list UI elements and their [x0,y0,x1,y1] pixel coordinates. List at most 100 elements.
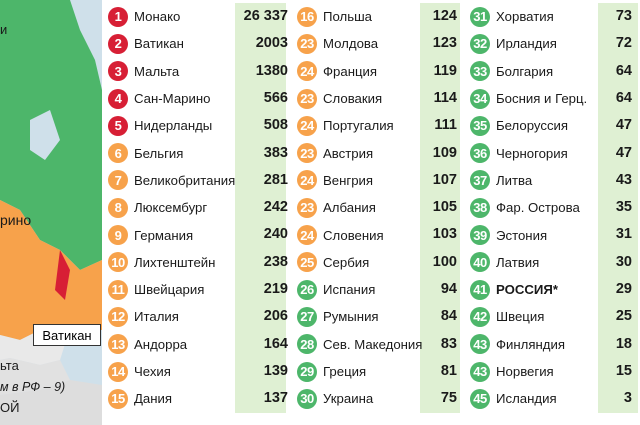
rank-badge: 12 [108,306,128,327]
country-name: Хорватия [496,9,554,25]
table-row: 40 Латвия [470,249,539,276]
rank-badge: 24 [297,115,317,136]
rank-badge: 6 [108,143,128,164]
map-label-vatican: Ватикан [33,324,101,346]
value-cell: 94 [440,281,457,297]
country-name: Мальта [134,63,180,79]
country-name: Великобритания [134,172,236,188]
rank-badge: 39 [470,225,490,246]
country-name: Украина [323,391,374,407]
country-name: Сербия [323,254,370,270]
country-name: Латвия [496,254,540,270]
table-row: 5 Нидерланды [108,112,212,139]
value-cell: 43 [615,171,632,188]
value-cell: 75 [440,390,457,407]
value-cell: 219 [263,281,288,297]
rank-badge: 7 [108,170,128,191]
value-cell: 29 [615,281,632,297]
table-row: 26 Испания [297,276,375,303]
value-cell: 109 [432,144,457,161]
rank-badge: 16 [297,6,317,27]
table-row: 24 Португалия [297,112,394,139]
country-name: Эстония [496,227,548,243]
country-name: РОССИЯ* [496,282,559,298]
value-cell: 81 [440,362,457,379]
rank-badge: 26 [297,279,317,300]
value-cell: 47 [615,144,632,161]
table-row: 4 Сан-Марино [108,85,210,112]
rank-badge: 5 [108,115,128,136]
value-cell: 124 [432,8,457,24]
value-cell: 105 [432,199,457,216]
value-cell: 566 [263,89,288,106]
country-name: Литва [496,172,533,188]
value-cell: 111 [434,117,457,134]
europe-map: и рино Ватикан ьта м в РФ – 9) ОЙ [0,0,102,425]
country-name: Норвегия [496,364,554,380]
table-row: 23 Австрия [297,140,373,167]
table-row: 24 Словения [297,221,384,248]
value-cell: 64 [615,89,632,106]
table-row: 10 Лихтенштейн [108,249,215,276]
country-name: Фар. Острова [496,200,580,216]
rank-badge: 38 [470,197,490,218]
rank-badge: 30 [297,388,317,409]
value-cell: 103 [432,226,457,243]
value-background [598,3,638,413]
rank-badge: 37 [470,170,490,191]
value-cell: 206 [263,308,288,325]
rank-badge: 14 [108,361,128,382]
rank-badge: 24 [297,225,317,246]
table-row: 8 Люксембург [108,194,207,221]
map-label-malta-partial: ьта [0,358,19,373]
table-row: 42 Швеция [470,303,544,330]
country-name: Сев. Македония [323,336,423,352]
table-row: 25 Сербия [297,249,369,276]
rank-badge: 42 [470,306,490,327]
country-name: Дания [134,391,173,407]
table-row: 23 Молдова [297,30,378,57]
country-name: Нидерланды [134,118,213,134]
map-label-partial-top: и [0,22,8,37]
rank-badge: 2 [108,33,128,54]
table-row: 9 Германия [108,221,193,248]
table-row: 36 Черногория [470,140,568,167]
country-name: Белоруссия [496,118,569,134]
value-cell: 383 [263,144,288,161]
rank-badge: 35 [470,115,490,136]
value-cell: 281 [263,171,288,188]
map-note-russia: м в РФ – 9) [0,380,66,394]
rank-badge: 13 [108,334,128,355]
country-name: Франция [323,63,378,79]
country-name: Андорра [134,336,188,352]
table-row: 35 Белоруссия [470,112,568,139]
value-cell: 30 [615,253,632,270]
country-name: Албания [323,200,376,216]
country-name: Черногория [496,145,568,161]
rank-badge: 43 [470,334,490,355]
value-cell: 83 [440,335,457,352]
table-row: 6 Бельгия [108,140,183,167]
table-row: 30 Украина [297,385,373,412]
table-row: 1 Монако [108,3,180,30]
table-row: 34 Босния и Герц. [470,85,587,112]
value-cell: 31 [615,226,632,243]
value-cell: 164 [263,335,288,352]
value-cell: 15 [615,362,632,379]
table-row: 41 РОССИЯ* [470,276,558,303]
country-name: Венгрия [323,172,374,188]
value-cell: 123 [432,35,457,52]
rank-badge: 4 [108,88,128,109]
rank-badge: 9 [108,225,128,246]
rank-badge: 36 [470,143,490,164]
table-row: 24 Франция [297,58,377,85]
country-name: Чехия [134,364,171,380]
value-cell: 100 [432,253,457,270]
value-cell: 238 [263,253,288,270]
table-row: 11 Швейцария [108,276,204,303]
table-row: 29 Греция [297,358,366,385]
rank-badge: 1 [108,6,128,27]
country-name: Финляндия [496,336,565,352]
rank-badge: 23 [297,197,317,218]
country-name: Португалия [323,118,394,134]
